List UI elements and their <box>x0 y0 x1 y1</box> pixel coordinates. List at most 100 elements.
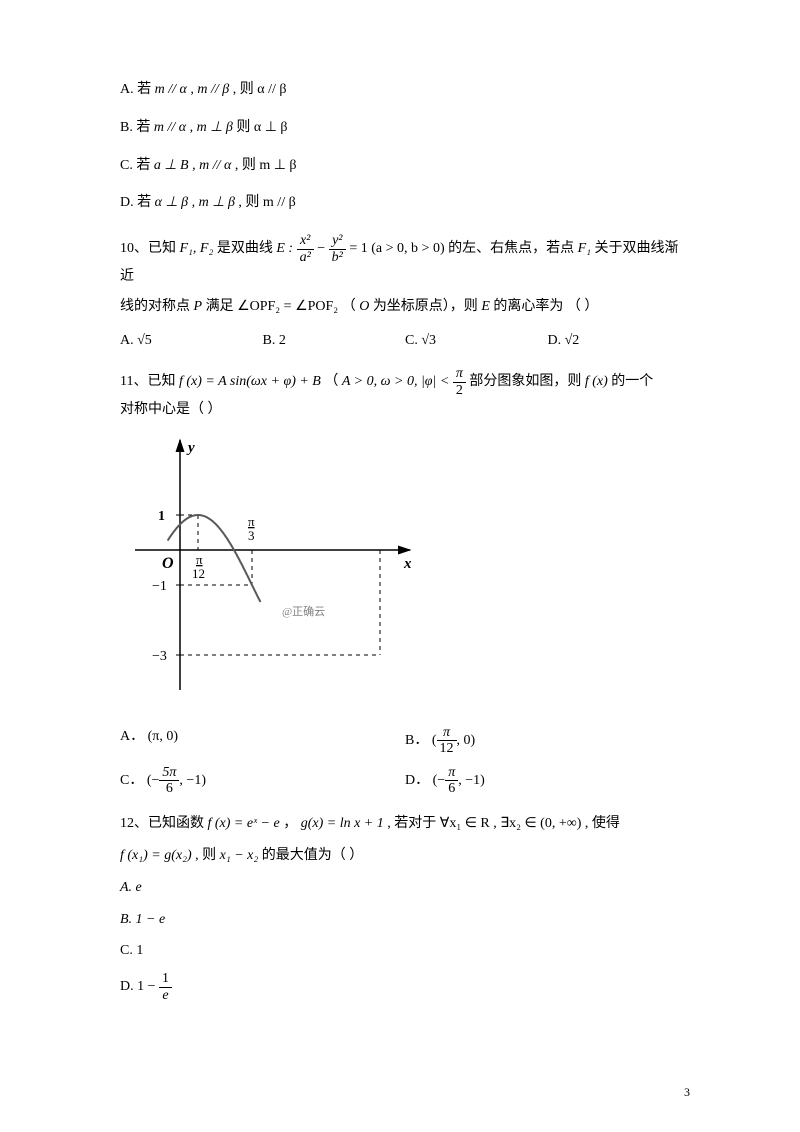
q11-t1: 11、已知 <box>120 374 179 389</box>
q11c-frac: 5π6 <box>159 765 179 797</box>
q11d-n: π <box>445 765 458 781</box>
opt-c-line: C. 若 a ⊥ B , m // α , 则 m ⊥ β <box>120 154 690 178</box>
q12-diff: x₁ − x₂ <box>220 848 259 863</box>
q11b-d: 12 <box>437 741 457 756</box>
opt-c-prefix: C. 若 <box>120 158 154 173</box>
svg-text:1: 1 <box>158 509 165 524</box>
opt-d-prefix: D. 若 <box>120 195 155 210</box>
q10-t1: 10、已知 <box>120 241 180 256</box>
q11-opt-d: D． (−π6, −1) <box>405 765 690 797</box>
q12d-n: 1 <box>159 971 172 987</box>
q11c-d: 6 <box>159 781 179 796</box>
opt-a-line: A. 若 m // α , m // β , 则 α // β <box>120 78 690 102</box>
q11c-post: , −1) <box>179 773 206 788</box>
q10-opt-c: C. √3 <box>405 329 548 353</box>
q11-pi2: π2 <box>453 366 466 398</box>
q11-opt-b: B． (π12, 0) <box>405 725 690 757</box>
q10-opt-d: D. √2 <box>548 329 691 353</box>
q10-e: E <box>481 299 490 314</box>
q11c-n: 5π <box>159 765 179 781</box>
opt-a-suffix: , 则 α // β <box>233 82 287 97</box>
svg-text:π: π <box>248 514 255 529</box>
opt-b-math: m // α , m ⊥ β <box>154 120 233 135</box>
svg-text:y: y <box>186 440 195 456</box>
opt-b-suffix: 则 α ⊥ β <box>236 120 287 135</box>
q11-line1: 11、已知 f (x) = A sin(ωx + φ) + B （ A > 0,… <box>120 366 690 398</box>
q10-f1d: a² <box>297 250 314 265</box>
q12-opt-c: C. 1 <box>120 939 690 963</box>
q10-f1: F₁ <box>578 241 591 256</box>
q10-l2a: 线的对称点 <box>120 299 194 314</box>
svg-text:x: x <box>403 556 412 572</box>
q11d-pre: (− <box>433 773 446 788</box>
q11b-frac: π12 <box>437 725 457 757</box>
q10-options: A. √5 B. 2 C. √3 D. √2 <box>120 329 690 353</box>
q10-t2: 是双曲线 <box>217 241 277 256</box>
page-number: 3 <box>684 1082 690 1102</box>
q12-t3: , 使得 <box>585 816 620 831</box>
q12d-d: e <box>159 988 172 1003</box>
q11-p2d: 2 <box>453 383 466 398</box>
opt-d-line: D. 若 α ⊥ β , m ⊥ β , 则 m // β <box>120 191 690 215</box>
svg-text:3: 3 <box>248 528 255 543</box>
q10-angle: ∠OPF₂ = ∠POF₂ <box>237 299 338 314</box>
q10-t3: 的左、右焦点，若点 <box>448 241 578 256</box>
q12-line1: 12、已知函数 f (x) = eˣ − e ， g(x) = ln x + 1… <box>120 812 690 836</box>
svg-text:π: π <box>196 552 203 567</box>
q11-fx2: f (x) <box>585 374 608 389</box>
q10-frac1: x²a² <box>297 233 314 265</box>
q12-cond: ∀x₁ ∈ R , ∃x₂ ∈ (0, +∞) <box>440 816 582 831</box>
opt-d-suffix: , 则 m // β <box>238 195 295 210</box>
opt-c-suffix: , 则 m ⊥ β <box>235 158 297 173</box>
q10-tail: = 1 (a > 0, b > 0) <box>349 241 444 256</box>
q12-l2c: 的最大值为（ ） <box>262 848 364 863</box>
q11-cop: （ <box>324 374 338 389</box>
q12-opt-d: D. 1 − 1e <box>120 971 690 1003</box>
svg-text:12: 12 <box>192 566 205 581</box>
q10-l2b: 满足 <box>206 299 238 314</box>
svg-text:−3: −3 <box>152 649 167 664</box>
q10-l2c: （ <box>342 299 360 314</box>
q11c-pre: (− <box>147 773 160 788</box>
q10-f1f2: F₁, F₂ <box>180 241 214 256</box>
q11-options: A． (π, 0) B． (π12, 0) C． (−5π6, −1) D． (… <box>120 725 690 805</box>
q11b-n: π <box>437 725 457 741</box>
q11-cond: A > 0, ω > 0, |φ| < <box>342 374 449 389</box>
q12d-l: D. 1 − <box>120 979 159 994</box>
q10-f2n: y² <box>329 233 346 249</box>
q10-o: O <box>359 299 369 314</box>
graph-svg: 1−1−3Oyxπ3π12@正确云 <box>130 430 430 710</box>
svg-text:O: O <box>162 555 174 572</box>
q10-eq: E : x²a² − y²b² = 1 (a > 0, b > 0) <box>276 241 448 256</box>
q11d-l: D． <box>405 773 429 788</box>
opt-b-prefix: B. 若 <box>120 120 154 135</box>
q10-l2d: 为坐标原点），则 <box>373 299 482 314</box>
q10-line1: 10、已知 F₁, F₂ 是双曲线 E : x²a² − y²b² = 1 (a… <box>120 233 690 289</box>
q12-c: ， <box>283 816 297 831</box>
q11c-l: C． <box>120 773 143 788</box>
opt-d-math: α ⊥ β , m ⊥ β <box>155 195 235 210</box>
q11-opt-c: C． (−5π6, −1) <box>120 765 405 797</box>
q10-frac2: y²b² <box>329 233 346 265</box>
q11b-post: , 0) <box>457 733 476 748</box>
q11a-l: A． <box>120 729 144 744</box>
q12-gx: g(x) = ln x + 1 <box>301 816 384 831</box>
q11-fx: f (x) = A sin(ωx + φ) + B <box>179 374 321 389</box>
q10-line2: 线的对称点 P 满足 ∠OPF₂ = ∠POF₂ （ O 为坐标原点），则 E … <box>120 295 690 319</box>
q11-line2: 对称中心是（ ） <box>120 398 690 422</box>
q11a-v: (π, 0) <box>148 729 178 744</box>
q11b-l: B． <box>405 733 428 748</box>
q11d-post: , −1) <box>458 773 485 788</box>
q12-t1: 12、已知函数 <box>120 816 208 831</box>
q11-p2n: π <box>453 366 466 382</box>
q10-f1n: x² <box>297 233 314 249</box>
q10-epre: E : <box>276 241 293 256</box>
q11-t3: 的一个 <box>611 374 653 389</box>
q12-t2: , 若对于 <box>387 816 440 831</box>
q12-l2b: , 则 <box>195 848 220 863</box>
opt-b-line: B. 若 m // α , m ⊥ β 则 α ⊥ β <box>120 116 690 140</box>
q10-l2e: 的离心率为 （ ） <box>493 299 598 314</box>
q11d-d: 6 <box>445 781 458 796</box>
q12-fx: f (x) = eˣ − e <box>208 816 280 831</box>
opt-a-math: m // α , m // β <box>155 82 230 97</box>
